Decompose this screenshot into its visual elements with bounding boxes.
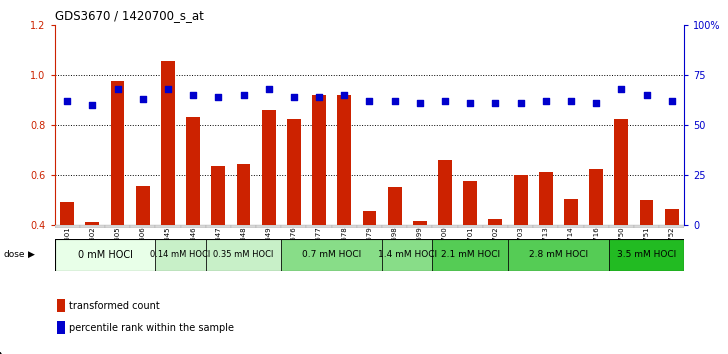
Bar [514,175,528,225]
Bar [413,221,427,225]
Bar [584,225,609,228]
Bar [665,209,678,225]
Bar [161,61,175,225]
Point [540,98,552,104]
Bar [155,225,181,228]
Bar [57,321,65,334]
Point [137,96,149,102]
Bar [60,202,74,225]
Text: 1.4 mM HOCl: 1.4 mM HOCl [378,250,437,259]
Bar [488,218,502,225]
Bar [558,225,584,228]
Bar [55,225,80,228]
Bar [634,225,659,228]
Bar [57,299,65,312]
Text: 0 mM HOCl: 0 mM HOCl [78,250,132,260]
Point [288,94,300,99]
Bar [312,95,326,225]
Bar [130,225,155,228]
Bar [640,200,654,225]
Bar [211,166,225,225]
Point [565,98,577,104]
Bar [306,225,332,228]
Text: 0.35 mM HOCl: 0.35 mM HOCl [213,250,274,259]
Point [187,92,199,98]
Point [439,98,451,104]
Bar [589,169,603,225]
Bar [388,187,402,225]
Bar [438,160,452,225]
Point [666,98,678,104]
Bar [609,225,634,228]
Bar [262,110,276,225]
Bar [609,239,684,271]
Bar [136,186,150,225]
Point [489,100,501,105]
Bar [483,225,508,228]
Bar [463,181,477,225]
Bar [659,225,684,228]
Bar [256,225,281,228]
Text: 0.14 mM HOCl: 0.14 mM HOCl [151,250,210,259]
Point [162,86,174,92]
Bar [382,239,432,271]
Point [590,100,602,105]
Bar [533,225,558,228]
Bar [332,225,357,228]
Bar [407,225,432,228]
Bar [281,225,306,228]
Text: 2.1 mM HOCl: 2.1 mM HOCl [440,250,500,259]
Text: GDS3670 / 1420700_s_at: GDS3670 / 1420700_s_at [55,9,203,22]
Bar [614,119,628,225]
Bar [231,225,256,228]
Bar [508,239,609,271]
Bar [237,164,250,225]
Bar [458,225,483,228]
Text: 3.5 mM HOCl: 3.5 mM HOCl [617,250,676,259]
Point [237,92,249,98]
Point [363,98,376,104]
Bar [539,172,553,225]
Text: dose: dose [4,250,25,259]
Text: 0.7 mM HOCl: 0.7 mM HOCl [302,250,361,259]
Bar [357,225,382,228]
Bar [155,239,206,271]
Bar [181,225,206,228]
Bar [105,225,130,228]
Text: percentile rank within the sample: percentile rank within the sample [68,323,234,333]
Bar [337,95,351,225]
Bar [363,211,376,225]
Point [464,100,476,105]
Text: 2.8 mM HOCl: 2.8 mM HOCl [529,250,588,259]
Bar [111,81,124,225]
Point [641,92,652,98]
Text: transformed count: transformed count [68,301,159,311]
Bar [382,225,407,228]
Point [389,98,400,104]
Text: ▶: ▶ [28,250,34,259]
Bar [55,239,155,271]
Point [339,92,350,98]
Bar [281,239,382,271]
Point [414,100,426,105]
Point [616,86,628,92]
Bar [186,117,200,225]
Point [263,86,274,92]
Bar [85,222,99,225]
Point [313,94,325,99]
Bar [206,239,281,271]
Point [213,94,224,99]
Point [61,98,73,104]
Bar [287,119,301,225]
Bar [206,225,231,228]
Bar [432,225,458,228]
Bar [564,199,578,225]
Point [87,102,98,108]
Bar [80,225,105,228]
Bar [508,225,533,228]
Bar [432,239,508,271]
Point [515,100,526,105]
Point [112,86,124,92]
